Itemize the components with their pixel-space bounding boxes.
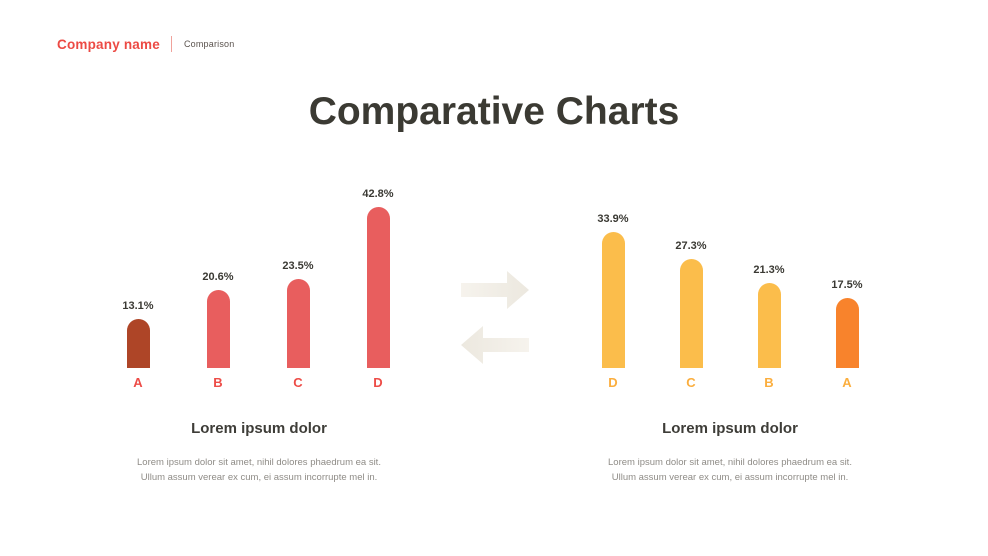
bar-a: [126, 319, 150, 368]
bar-category-label: B: [764, 375, 774, 390]
bar-chart-left: 13.1% A 20.6% B 23.5% C 42.8% D: [98, 185, 418, 390]
right-caption-line-1: Lorem ipsum dolor sit amet, nihil dolore…: [608, 457, 852, 468]
arrow-left-icon: [461, 326, 529, 364]
bar-value-label: 13.1%: [122, 300, 154, 312]
bar-b: [757, 283, 781, 368]
arrow-right-icon: [461, 271, 529, 309]
header: Company name Comparison: [57, 36, 234, 52]
left-caption-line-2: Ullum assum verear ex cum, ei assum inco…: [140, 472, 378, 484]
bar-a: [835, 298, 859, 368]
left-caption-line-1: Lorem ipsum dolor sit amet, nihil dolore…: [137, 457, 381, 468]
bar-d: [601, 232, 625, 368]
bar-value-label: 21.3%: [753, 264, 785, 276]
bar-value-label: 23.5%: [282, 260, 314, 272]
left-caption: Lorem ipsum dolor Lorem ipsum dolor sit …: [88, 420, 430, 486]
bar-value-label: 42.8%: [362, 188, 394, 200]
bar-column-c: 23.5% C: [258, 260, 338, 390]
header-divider: [170, 36, 172, 52]
bar-value-label: 17.5%: [831, 279, 863, 291]
bar-b: [206, 290, 230, 368]
bar-column-a: 13.1% A: [98, 300, 178, 390]
swap-arrows: [461, 270, 529, 366]
bar-value-label: 33.9%: [597, 213, 629, 225]
bar-column-c: 27.3% C: [652, 240, 730, 390]
bar-column-b: 21.3% B: [730, 264, 808, 390]
bar-d: [366, 207, 390, 368]
bar-column-a: 17.5% A: [808, 279, 886, 390]
bar-c: [286, 279, 310, 368]
bar-category-label: D: [608, 375, 618, 390]
left-caption-heading: Lorem ipsum dolor: [191, 420, 327, 437]
bar-category-label: A: [842, 375, 852, 390]
bar-value-label: 20.6%: [202, 271, 234, 283]
left-caption-body: Lorem ipsum dolor sit amet, nihil dolore…: [88, 455, 430, 486]
right-caption: Lorem ipsum dolor Lorem ipsum dolor sit …: [559, 420, 901, 486]
bar-column-b: 20.6% B: [178, 271, 258, 390]
company-name: Company name: [57, 36, 160, 52]
bar-category-label: B: [213, 375, 223, 390]
bar-c: [679, 259, 703, 368]
bar-column-d: 33.9% D: [574, 213, 652, 390]
bar-chart-right: 33.9% D 27.3% C 21.3% B 17.5% A: [574, 185, 886, 390]
right-caption-heading: Lorem ipsum dolor: [662, 420, 798, 437]
right-caption-body: Lorem ipsum dolor sit amet, nihil dolore…: [559, 455, 901, 486]
bar-category-label: D: [373, 375, 383, 390]
bar-category-label: A: [133, 375, 143, 390]
right-caption-line-2: Ullum assum verear ex cum, ei assum inco…: [611, 472, 849, 484]
header-section-label: Comparison: [183, 39, 235, 49]
bar-category-label: C: [686, 375, 696, 390]
bar-column-d: 42.8% D: [338, 188, 418, 390]
bar-category-label: C: [293, 375, 303, 390]
bar-value-label: 27.3%: [675, 240, 707, 252]
page-title: Comparative Charts: [308, 90, 680, 133]
